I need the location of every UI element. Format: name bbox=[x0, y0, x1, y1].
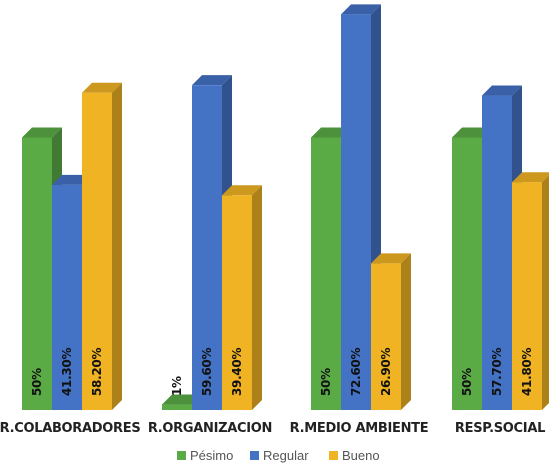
bar-bueno-r-colaboradores bbox=[82, 82, 122, 410]
value-label-psimo-resp-social: 50% bbox=[460, 368, 474, 396]
bar-bueno-r-medio-ambiente bbox=[371, 253, 411, 410]
legend-label: Pésimo bbox=[190, 448, 233, 463]
category-labels-layer: R.COLABORADORES R.ORGANIZACION R.MEDIO AMB… bbox=[0, 421, 545, 436]
value-label-bueno-r-colaboradores: 58.20% bbox=[90, 348, 104, 396]
value-label-regular-r-colaboradores: 41.30% bbox=[60, 348, 74, 396]
value-label-psimo-r-medio-ambiente: 50% bbox=[319, 368, 333, 396]
category-label: R.ORGANIZACION bbox=[148, 421, 272, 436]
legend-item-bueno: Bueno bbox=[329, 448, 380, 463]
value-label-regular-resp-social: 57.70% bbox=[490, 348, 504, 396]
legend-item-regular: Regular bbox=[250, 448, 309, 463]
bar-bueno-r-organizacion bbox=[222, 185, 262, 410]
value-labels-layer: 50% 41.30% 58.20% 1% 59.60% 39.40% 50% 72.60% 26… bbox=[30, 348, 534, 396]
legend-item-psimo: Pésimo bbox=[177, 448, 233, 463]
value-label-bueno-r-organizacion: 39.40% bbox=[230, 348, 244, 396]
legend-label: Bueno bbox=[342, 448, 380, 463]
category-label: R.COLABORADORES bbox=[0, 421, 140, 436]
bars-layer bbox=[22, 4, 549, 411]
value-label-bueno-r-medio-ambiente: 26.90% bbox=[379, 348, 393, 396]
category-label: RESP.SOCIAL bbox=[455, 421, 545, 436]
legend-label: Regular bbox=[263, 448, 309, 463]
value-label-psimo-r-colaboradores: 50% bbox=[30, 368, 44, 396]
legend: Pésimo Regular Bueno bbox=[177, 448, 380, 463]
legend-swatch bbox=[250, 451, 259, 460]
value-label-regular-r-organizacion: 59.60% bbox=[200, 348, 214, 396]
value-label-psimo-r-organizacion: 1% bbox=[170, 376, 184, 396]
value-label-bueno-resp-social: 41.80% bbox=[520, 348, 534, 396]
legend-swatch bbox=[177, 451, 186, 460]
legend-swatch bbox=[329, 451, 338, 460]
category-label: R.MEDIO AMBIENTE bbox=[290, 421, 429, 436]
bar-bueno-resp-social bbox=[512, 172, 549, 410]
value-label-regular-r-medio-ambiente: 72.60% bbox=[349, 348, 363, 396]
